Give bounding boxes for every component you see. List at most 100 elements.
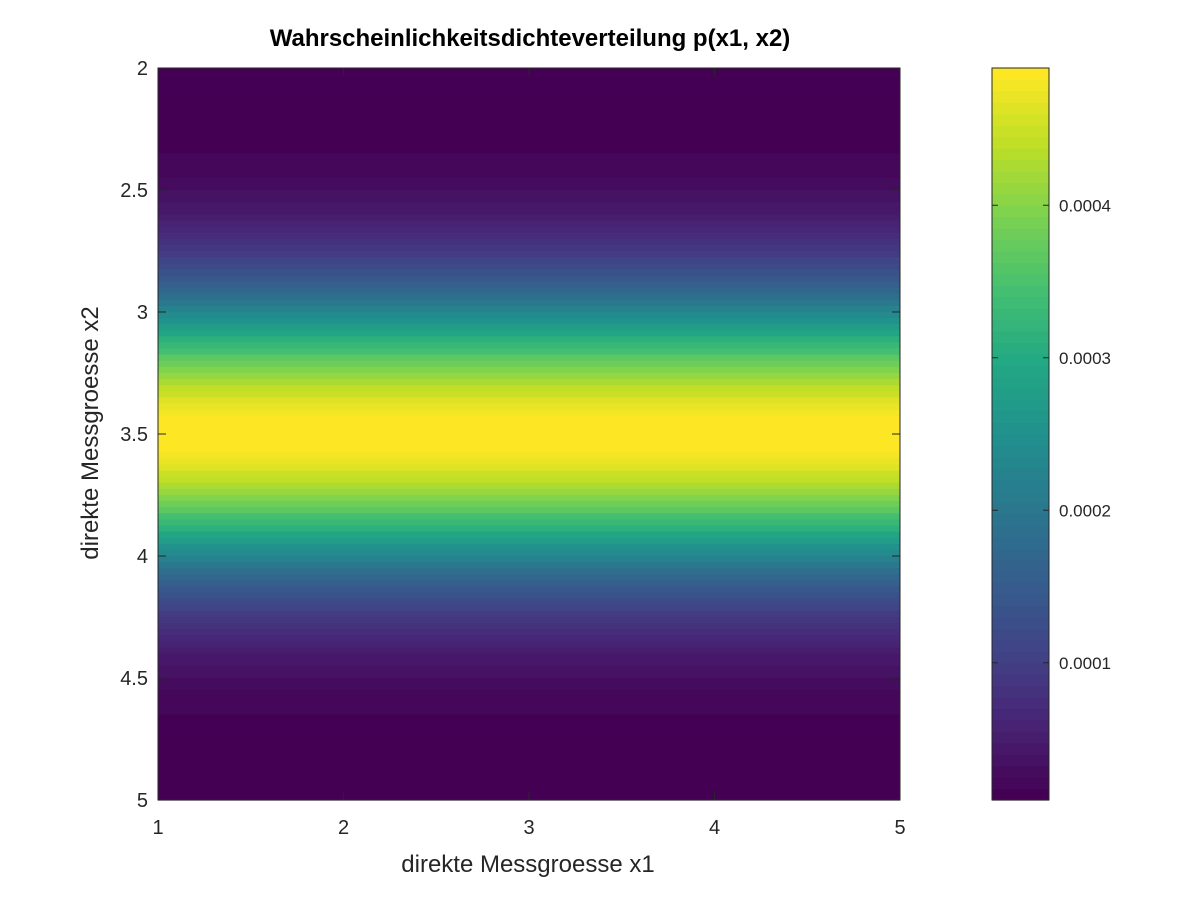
colorbar-segment xyxy=(992,308,1049,321)
heatmap-cell xyxy=(158,787,900,795)
colorbar-segment xyxy=(992,79,1049,92)
colorbar-segment xyxy=(992,525,1049,538)
heatmap-cell xyxy=(158,671,900,679)
heatmap-cell xyxy=(158,159,900,167)
colorbar-segment xyxy=(992,136,1049,149)
colorbar-segment xyxy=(992,639,1049,652)
heatmap-cell xyxy=(158,458,900,466)
heatmap-cell xyxy=(158,379,900,386)
heatmap-cell xyxy=(158,434,900,441)
heatmap-cell xyxy=(158,263,900,270)
y-axis-title: direkte Messgroesse x2 xyxy=(77,306,104,559)
heatmap-cell xyxy=(158,464,900,472)
colorbar-segment xyxy=(992,285,1049,298)
heatmap-cell xyxy=(158,415,900,423)
colorbar-segment xyxy=(992,594,1049,607)
colorbar-segment xyxy=(992,68,1049,81)
colorbar-segment xyxy=(992,365,1049,378)
colorbar-segment xyxy=(992,296,1049,309)
colorbar-segment xyxy=(992,468,1049,481)
heatmap-cell xyxy=(158,214,900,222)
colorbar-segment xyxy=(992,170,1049,183)
colorbar-segment xyxy=(992,125,1049,138)
heatmap-cell xyxy=(158,592,900,600)
colorbar-segment xyxy=(992,788,1049,801)
heatmap-cells xyxy=(158,68,900,801)
heatmap-cell xyxy=(158,568,900,575)
heatmap-cell xyxy=(158,586,900,594)
heatmap-cell xyxy=(158,574,900,581)
colorbar-segment xyxy=(992,159,1049,172)
x-tick-label: 4 xyxy=(709,817,720,839)
heatmap-cell xyxy=(158,147,900,154)
heatmap-cell xyxy=(158,373,900,380)
heatmap-cell xyxy=(158,659,900,667)
heatmap-cell xyxy=(158,153,900,161)
heatmap-cell xyxy=(158,141,900,148)
heatmap-cell xyxy=(158,226,900,234)
heatmap-cell xyxy=(158,739,900,746)
heatmap-cell xyxy=(158,104,900,112)
colorbar-segment xyxy=(992,273,1049,286)
colorbar-segment xyxy=(992,605,1049,618)
heatmap-cell xyxy=(158,348,900,356)
heatmap-cell xyxy=(158,476,900,484)
heatmap-cell xyxy=(158,110,900,118)
heatmap-cell xyxy=(158,470,900,478)
heatmap-cell xyxy=(158,135,900,142)
heatmap-cell xyxy=(158,202,900,209)
colorbar-segment xyxy=(992,731,1049,744)
colorbar-segment xyxy=(992,617,1049,630)
heatmap-cell xyxy=(158,299,900,307)
colorbar-segment xyxy=(992,754,1049,767)
y-axis-ticks: 2 2.5 3 3.5 4 4.5 5 xyxy=(120,58,900,812)
heatmap-cell xyxy=(158,257,900,264)
y-tick-label: 4.5 xyxy=(120,668,148,690)
colorbar-segment xyxy=(992,719,1049,732)
heatmap-cell xyxy=(158,305,900,313)
heatmap-cell xyxy=(158,287,900,295)
heatmap-cell xyxy=(158,708,900,716)
colorbar-frame xyxy=(991,67,1050,801)
y-tick-label: 3 xyxy=(137,302,148,324)
heatmap-cell xyxy=(158,482,900,490)
colorbar-tick-label: 0.0003 xyxy=(1059,349,1111,368)
heatmap-cell xyxy=(158,598,900,606)
colorbar-segment xyxy=(992,662,1049,675)
heatmap-cell xyxy=(158,501,900,508)
heatmap-cell xyxy=(158,580,900,588)
colorbar-segment xyxy=(992,262,1049,275)
heatmap-cell xyxy=(158,690,900,697)
heatmap-cell xyxy=(158,513,900,520)
colorbar-segment xyxy=(992,251,1049,264)
colorbar-segment xyxy=(992,685,1049,698)
heatmap-cell xyxy=(158,488,900,496)
heatmap-cell xyxy=(158,318,900,325)
colorbar-segment xyxy=(992,445,1049,458)
colorbar-segment xyxy=(992,319,1049,332)
colorbar-segment xyxy=(992,239,1049,252)
colorbar-segment xyxy=(992,571,1049,584)
heatmap-cell xyxy=(158,610,900,618)
heatmap-cell xyxy=(158,720,900,728)
heatmap-cell xyxy=(158,275,900,283)
colorbar-segment xyxy=(992,491,1049,504)
heatmap-cell xyxy=(158,604,900,612)
colorbar-segment xyxy=(992,548,1049,561)
heatmap-cell xyxy=(158,678,900,685)
colorbar-segment xyxy=(992,411,1049,424)
heatmap-cell xyxy=(158,421,900,429)
colorbar-segment xyxy=(992,674,1049,687)
heatmap-cell xyxy=(158,385,900,392)
heatmap-cell xyxy=(158,452,900,459)
chart-title: Wahrscheinlichkeitsdichteverteilung p(x1… xyxy=(270,25,791,52)
heatmap-cell xyxy=(158,525,900,533)
heatmap-cell xyxy=(158,312,900,319)
y-tick-label: 2 xyxy=(137,58,148,80)
colorbar-segment xyxy=(992,456,1049,469)
heatmap-cell xyxy=(158,208,900,215)
heatmap-cell xyxy=(158,183,900,191)
colorbar-segment xyxy=(992,353,1049,366)
colorbar-segment xyxy=(992,479,1049,492)
x-tick-label: 3 xyxy=(523,817,534,839)
